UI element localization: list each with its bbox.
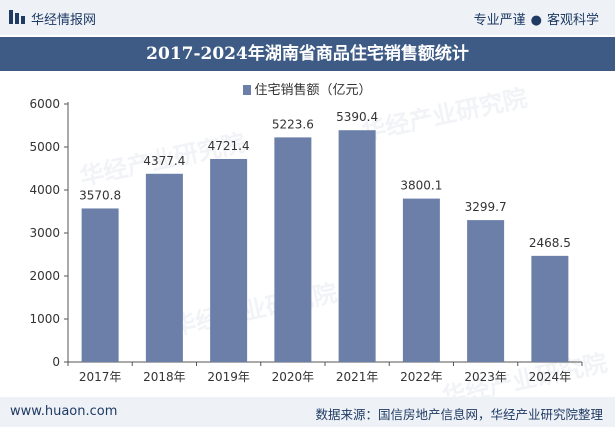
x-tick-label: 2018年	[143, 370, 186, 384]
legend-swatch	[243, 85, 252, 95]
bar	[402, 198, 440, 362]
x-tick-label: 2022年	[400, 370, 443, 384]
footer-website: www.huaon.com	[10, 404, 118, 419]
y-tick-label: 4000	[29, 183, 60, 197]
brand-logo-icon	[9, 10, 25, 24]
bar	[338, 130, 376, 362]
bar	[145, 173, 183, 362]
bar-value-label: 3299.7	[465, 200, 507, 214]
slogan-separator-icon: ●	[530, 13, 542, 28]
bar-value-label: 3570.8	[79, 188, 121, 202]
chart-title: 2017-2024年湖南省商品住宅销售额统计	[146, 44, 469, 64]
legend-label: 住宅销售额（亿元）	[254, 83, 372, 98]
x-tick-label: 2023年	[464, 370, 507, 384]
bar	[274, 137, 312, 362]
slogan: 专业严谨 ● 客观科学	[474, 9, 599, 28]
bar	[210, 158, 248, 362]
footer-source: 数据来源：国信房地产信息网，华经产业研究院整理	[315, 407, 603, 422]
y-tick-label: 3000	[29, 226, 60, 240]
bar-value-label: 5223.6	[272, 117, 314, 131]
bar-value-label: 2468.5	[529, 236, 571, 250]
bar-value-label: 4377.4	[143, 154, 185, 168]
header-bar: 华经情报网 专业严谨 ● 客观科学	[0, 0, 615, 35]
brand-name: 华经情报网	[31, 13, 97, 28]
bar	[467, 220, 505, 362]
y-tick-label: 0	[52, 355, 60, 369]
chart-legend: 住宅销售额（亿元）	[0, 79, 615, 98]
y-tick-label: 2000	[29, 269, 60, 283]
y-tick-label: 1000	[29, 312, 60, 326]
x-tick-label: 2019年	[207, 370, 250, 384]
footer-bar: www.huaon.com 数据来源：国信房地产信息网，华经产业研究院整理	[0, 397, 615, 427]
slogan-left: 专业严谨	[473, 13, 526, 28]
title-band: 2017-2024年湖南省商品住宅销售额统计	[0, 37, 615, 71]
slogan-right: 客观科学	[546, 13, 599, 28]
bar-value-label: 3800.1	[400, 179, 442, 193]
bar-value-label: 4721.4	[208, 139, 250, 153]
bar-value-label: 5390.4	[336, 110, 378, 124]
y-tick-label: 6000	[29, 97, 60, 111]
bar	[81, 208, 119, 362]
y-tick-label: 5000	[29, 140, 60, 154]
x-tick-label: 2017年	[79, 370, 122, 384]
x-tick-label: 2021年	[336, 370, 379, 384]
x-tick-label: 2024年	[529, 370, 572, 384]
bar	[531, 255, 569, 362]
bar-chart: 0 1000 2000 3000 4000 5000 6000 3570.8 2017年 4377…	[29, 97, 583, 384]
x-tick-label: 2020年	[272, 370, 315, 384]
